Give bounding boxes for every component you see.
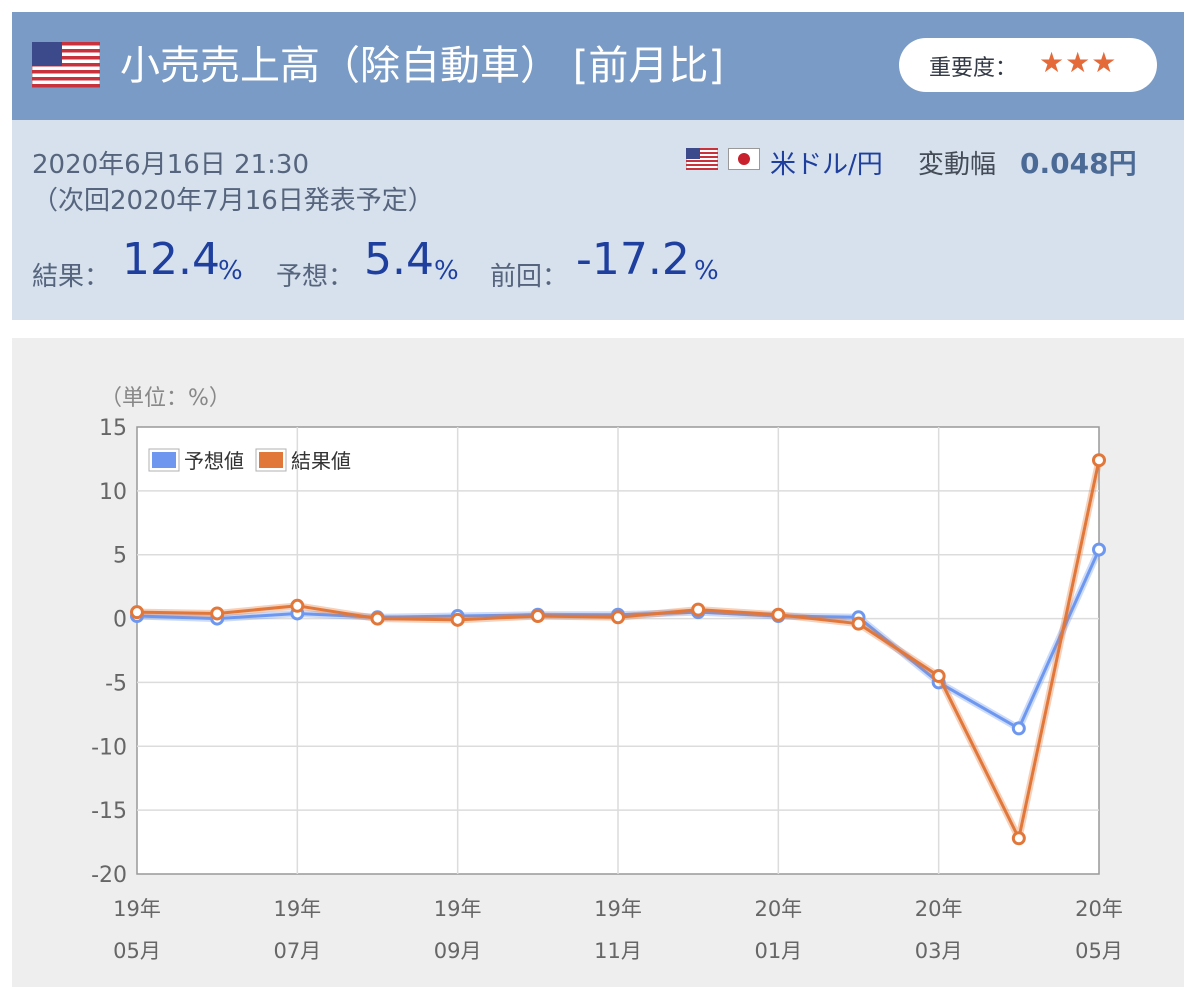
currency-pair-link[interactable]: 米ドル/円 <box>770 150 883 180</box>
result-unit: % <box>218 256 243 286</box>
x-tick-month: 03月 <box>915 939 963 963</box>
indicator-header: 小売売上高（除自動車） [前月比] 重要度： ★★★ <box>12 12 1184 120</box>
x-tick-year: 19年 <box>434 897 482 921</box>
x-tick-year: 20年 <box>1075 897 1123 921</box>
data-point <box>691 602 706 617</box>
x-tick-year: 19年 <box>113 897 161 921</box>
y-tick-label: -15 <box>91 799 127 824</box>
previous-value: -17.2 <box>576 234 690 285</box>
y-tick-label: 5 <box>113 544 127 569</box>
data-point <box>1011 831 1026 846</box>
legend-result-label: 結果値 <box>291 449 351 473</box>
x-tick-year: 19年 <box>273 897 321 921</box>
variation-value: 0.048円 <box>1020 147 1137 180</box>
legend: 予想値 結果値 <box>148 448 351 473</box>
x-tick-month: 05月 <box>1075 939 1123 963</box>
x-tick-month: 09月 <box>434 939 482 963</box>
variation-label: 変動幅 <box>918 150 997 180</box>
previous-unit: % <box>694 256 719 286</box>
data-point <box>1092 542 1106 557</box>
release-info-panel: 2020年6月16日 21:30 （次回2020年7月16日発表予定） 米ドル/… <box>12 120 1184 320</box>
y-tick-label: -20 <box>91 863 127 888</box>
legend-forecast-swatch <box>152 452 176 468</box>
series-group <box>130 453 1106 846</box>
release-date: 2020年6月16日 21:30 <box>32 150 309 180</box>
y-axis-ticks: 15 10 5 0 -5 -10 -15 -20 <box>91 416 127 888</box>
next-release: （次回2020年7月16日発表予定） <box>32 186 434 216</box>
importance-label: 重要度： <box>929 56 1018 81</box>
data-point <box>370 611 385 626</box>
x-axis-ticks: 19年 05月 19年 07月 19年 09月 19年 11月 20年 01月 20年 03月 20年 0… <box>113 897 1123 963</box>
data-point <box>1011 721 1026 736</box>
data-point <box>530 609 545 624</box>
y-tick-label: 15 <box>99 416 127 441</box>
result-value: 12.4 <box>122 234 220 285</box>
data-point <box>1092 453 1106 468</box>
data-point <box>771 607 786 622</box>
x-tick-year: 20年 <box>754 897 802 921</box>
forecast-value: 5.4 <box>364 234 434 285</box>
legend-forecast-label: 予想値 <box>184 449 244 473</box>
data-point <box>130 605 144 620</box>
us-flag-icon <box>686 148 718 170</box>
y-tick-label: -5 <box>105 671 127 696</box>
data-point <box>931 669 946 684</box>
x-tick-month: 05月 <box>113 939 161 963</box>
us-flag-icon <box>32 42 100 88</box>
data-point <box>611 610 625 625</box>
x-tick-month: 01月 <box>754 939 802 963</box>
result-label: 結果： <box>32 262 111 292</box>
forecast-unit: % <box>434 256 459 286</box>
x-tick-year: 20年 <box>915 897 963 921</box>
star-icon: ★★★ <box>1039 46 1118 79</box>
forecast-label: 予想： <box>276 262 355 292</box>
x-tick-month: 07月 <box>273 939 321 963</box>
x-tick-month: 11月 <box>594 939 642 963</box>
importance-badge: 重要度： ★★★ <box>899 38 1157 92</box>
y-tick-label: 10 <box>99 480 127 505</box>
unit-label: （単位：%） <box>100 386 231 411</box>
legend-result-swatch <box>259 452 283 468</box>
data-point <box>290 598 305 613</box>
previous-label: 前回： <box>490 262 569 292</box>
jp-flag-icon <box>728 148 760 170</box>
data-point <box>851 616 866 631</box>
y-tick-label: 0 <box>113 608 127 633</box>
data-point <box>210 606 225 621</box>
y-tick-label: -10 <box>91 735 127 760</box>
x-tick-year: 19年 <box>594 897 642 921</box>
data-point <box>450 612 465 627</box>
page-title: 小売売上高（除自動車） [前月比] <box>120 43 724 89</box>
